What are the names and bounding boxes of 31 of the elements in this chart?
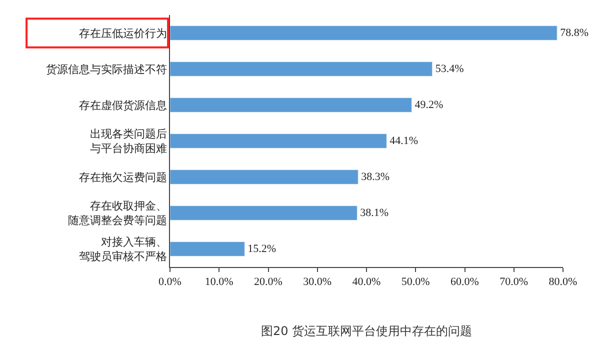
x-tick-label: 50.0% [401,276,430,288]
bar [170,62,433,76]
data-label: 38.1% [360,207,389,219]
y-tick-label: 存在收取押金、随意调整会费等问题 [68,200,167,227]
x-tick-label: 40.0% [352,276,381,288]
data-label: 49.2% [414,99,444,111]
y-tick-label: 对接入车辆、驾驶员审核不严格 [78,236,167,263]
bar [170,26,558,40]
y-tick-label: 出现各类问题后与平台协商困难 [90,128,167,155]
y-tick-label: 存在压低运价行为 [78,26,167,40]
bar [170,170,358,184]
bar [170,206,358,220]
y-tick-label: 货源信息与实际描述不符 [46,62,167,76]
data-label: 78.8% [560,27,589,39]
x-tick-label: 80.0% [548,276,578,288]
x-tick-label: 70.0% [500,276,528,288]
y-tick-label: 存在拖欠运费问题 [78,170,167,184]
x-tick-label: 20.0% [254,276,282,288]
data-label: 44.1% [390,135,418,147]
text: 图20 货运互联网平台使用中存在的问题 [261,324,472,338]
bar [170,242,245,256]
y-tick-label: 存在虚假货源信息 [78,98,167,112]
bar [170,98,412,112]
x-tick-label: 0.0% [158,276,182,288]
bar [170,134,387,148]
data-label: 38.3% [361,171,390,183]
data-label: 15.2% [248,243,276,255]
data-label: 53.4% [435,63,464,75]
x-tick-label: 10.0% [204,276,234,288]
x-tick-label: 30.0% [303,276,332,288]
x-tick-label: 60.0% [450,276,479,288]
